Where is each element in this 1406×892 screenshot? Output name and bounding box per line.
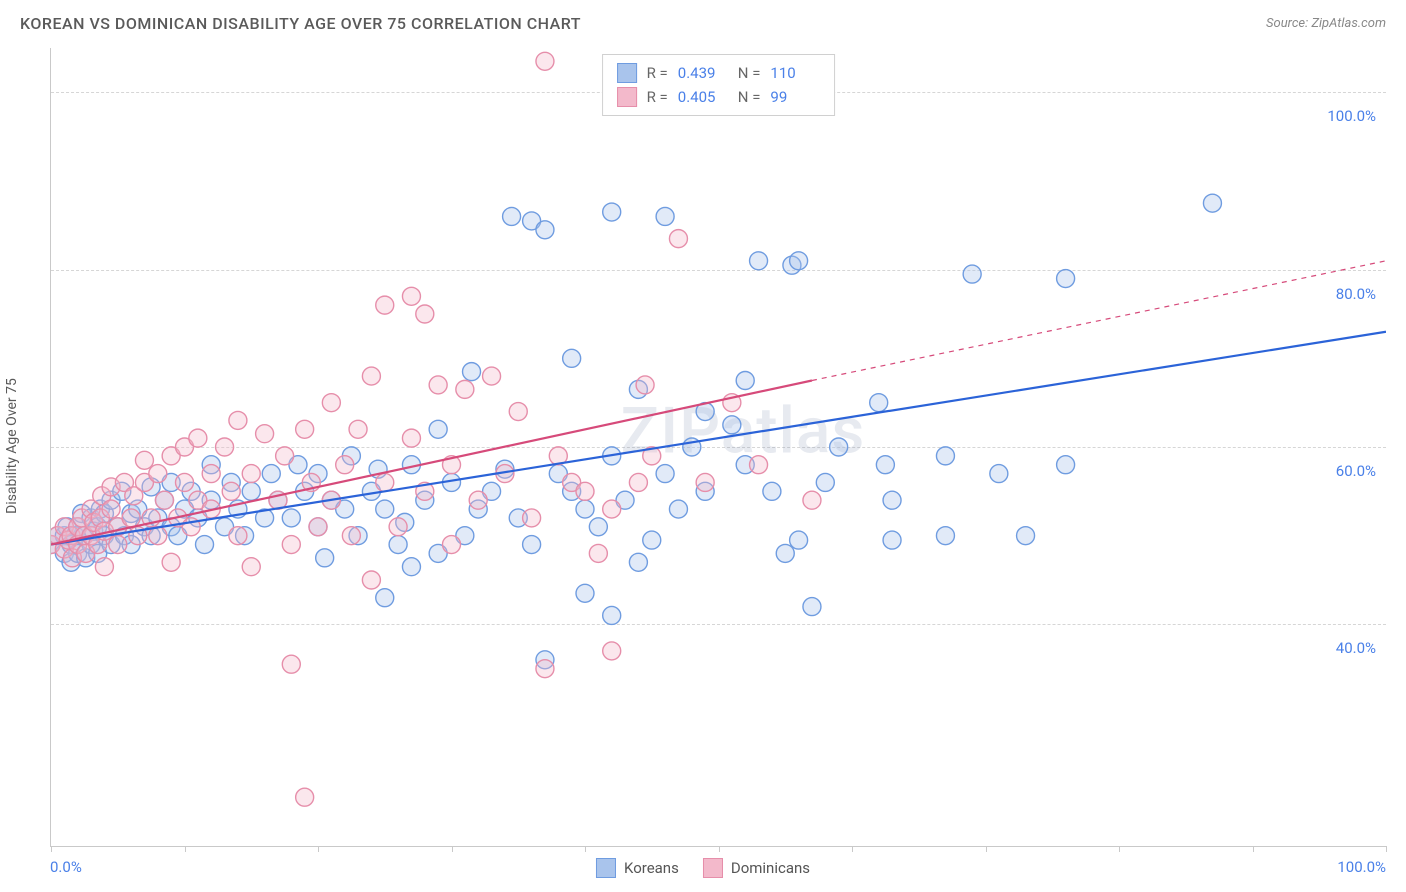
- x-tick: [185, 846, 186, 852]
- legend-row-dominicans: R = 0.405 N = 99: [617, 85, 821, 109]
- n-value-dominicans: 99: [770, 85, 820, 109]
- chart-plot-area: ZIPatlas R = 0.439 N = 110 R = 0.405 N =…: [50, 48, 1386, 847]
- x-tick: [318, 846, 319, 852]
- x-tick: [585, 846, 586, 852]
- legend-row-koreans: R = 0.439 N = 110: [617, 61, 821, 85]
- swatch-dominicans-bottom: [703, 858, 723, 878]
- swatch-koreans-bottom: [596, 858, 616, 878]
- x-tick: [852, 846, 853, 852]
- x-axis-max-label: 100.0%: [1337, 858, 1386, 876]
- series-legend: Koreans Dominicans: [596, 858, 810, 878]
- x-tick: [1119, 846, 1120, 852]
- legend-item-dominicans: Dominicans: [703, 858, 810, 878]
- correlation-legend: R = 0.439 N = 110 R = 0.405 N = 99: [602, 54, 836, 116]
- n-value-koreans: 110: [770, 61, 820, 85]
- legend-label-dominicans: Dominicans: [731, 859, 810, 877]
- x-tick: [51, 846, 52, 852]
- x-tick: [452, 846, 453, 852]
- x-tick: [986, 846, 987, 852]
- legend-item-koreans: Koreans: [596, 858, 679, 878]
- x-tick: [1386, 846, 1387, 852]
- r-value-koreans: 0.439: [678, 61, 728, 85]
- chart-title: KOREAN VS DOMINICAN DISABILITY AGE OVER …: [20, 14, 581, 33]
- x-tick: [719, 846, 720, 852]
- r-value-dominicans: 0.405: [678, 85, 728, 109]
- source-attribution: Source: ZipAtlas.com: [1266, 16, 1386, 31]
- x-tick: [1253, 846, 1254, 852]
- scatter-plot-svg: [51, 48, 1386, 846]
- swatch-dominicans: [617, 87, 637, 107]
- legend-label-koreans: Koreans: [624, 859, 679, 877]
- x-axis-min-label: 0.0%: [50, 858, 82, 876]
- swatch-koreans: [617, 63, 637, 83]
- y-axis-label: Disability Age Over 75: [4, 378, 20, 514]
